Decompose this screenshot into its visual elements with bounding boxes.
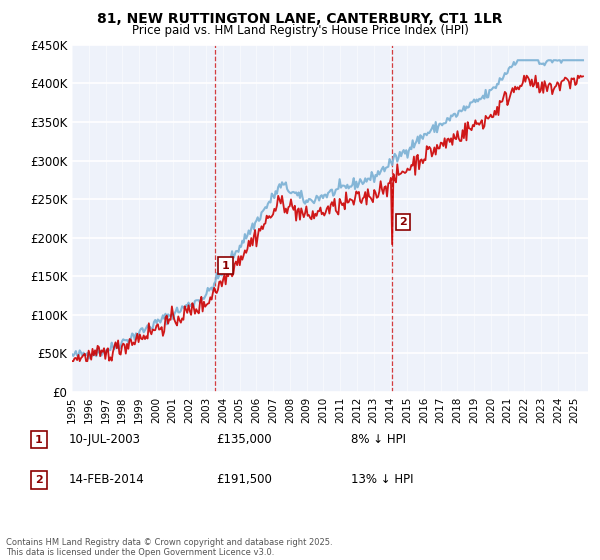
Text: 8% ↓ HPI: 8% ↓ HPI — [351, 433, 406, 446]
Text: 81, NEW RUTTINGTON LANE, CANTERBURY, CT1 1LR: 81, NEW RUTTINGTON LANE, CANTERBURY, CT1… — [97, 12, 503, 26]
Text: £135,000: £135,000 — [216, 433, 272, 446]
Text: Price paid vs. HM Land Registry's House Price Index (HPI): Price paid vs. HM Land Registry's House … — [131, 24, 469, 37]
Text: 14-FEB-2014: 14-FEB-2014 — [69, 473, 145, 487]
Text: 2: 2 — [35, 475, 43, 485]
Text: 10-JUL-2003: 10-JUL-2003 — [69, 433, 141, 446]
Text: 1: 1 — [35, 435, 43, 445]
Text: 2: 2 — [399, 217, 407, 227]
Text: £191,500: £191,500 — [216, 473, 272, 487]
Text: Contains HM Land Registry data © Crown copyright and database right 2025.
This d: Contains HM Land Registry data © Crown c… — [6, 538, 332, 557]
Text: 1: 1 — [221, 260, 229, 270]
Text: 13% ↓ HPI: 13% ↓ HPI — [351, 473, 413, 487]
